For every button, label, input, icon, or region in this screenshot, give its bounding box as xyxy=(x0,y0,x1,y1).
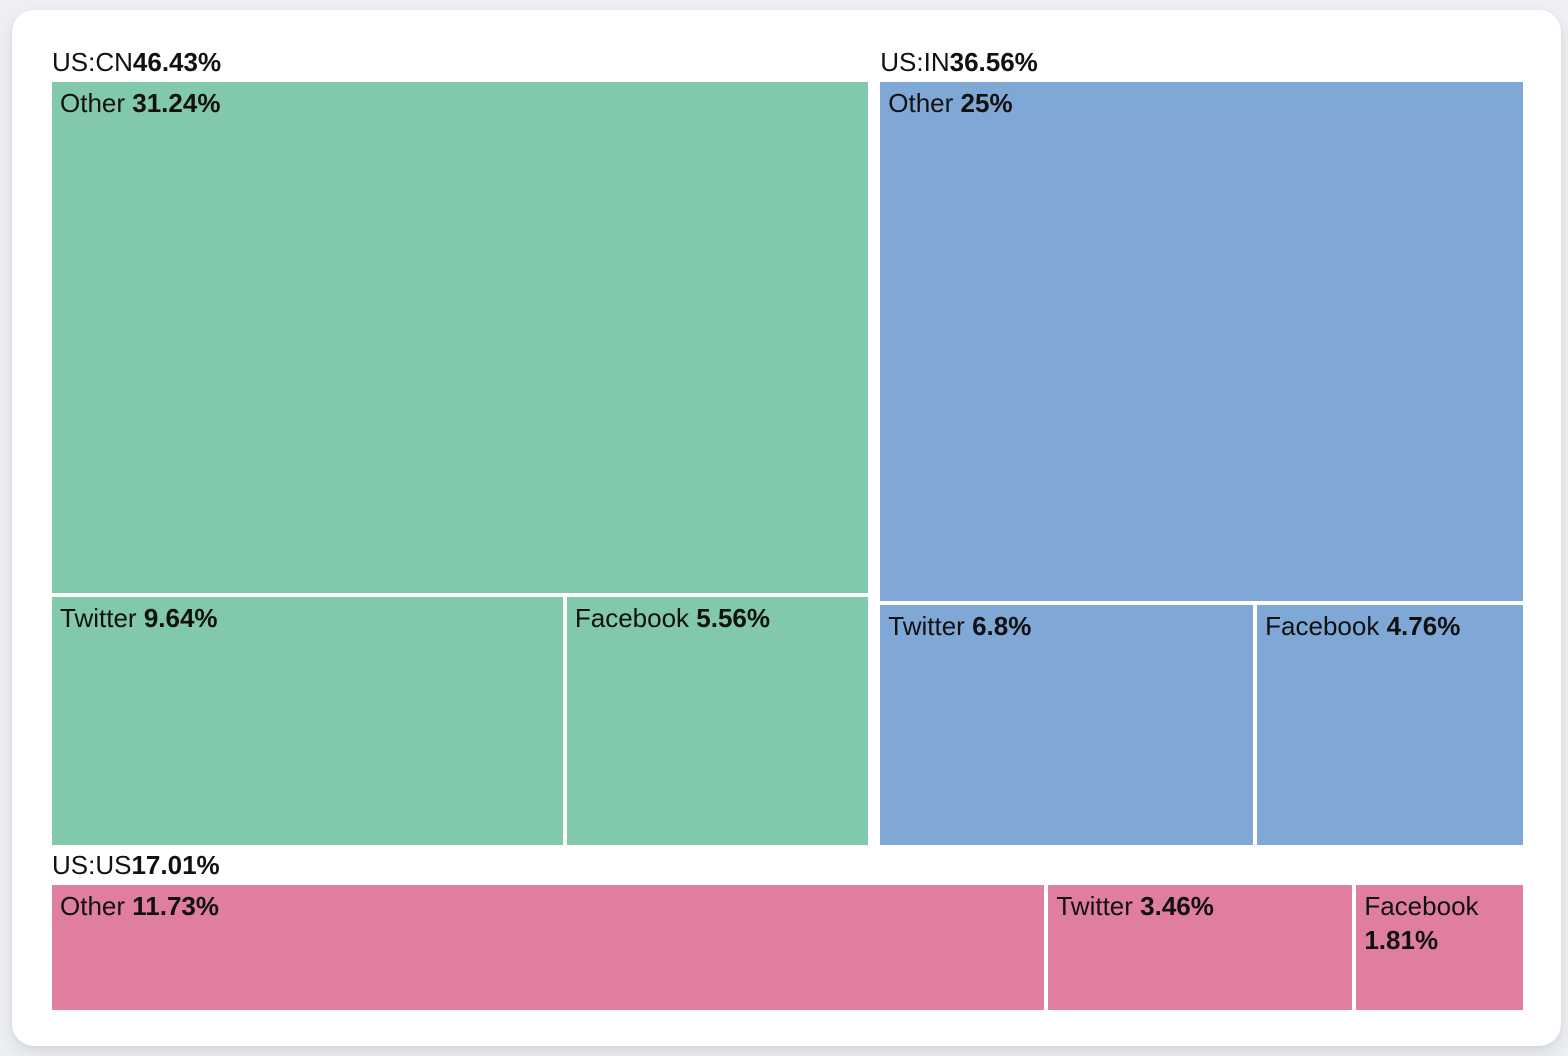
treemap-band: US:CN 46.43% Other 31.24% Twitter 9.64% Fac… xyxy=(52,42,1523,846)
treemap-group-us-us: US:US 17.01% Other 11.73% Twitter 3.46% Fac… xyxy=(52,845,1523,1010)
treemap-cell-us-cn-other[interactable]: Other 31.24% xyxy=(52,82,869,593)
value-text: 1.81% xyxy=(1364,925,1439,956)
label-text: Other xyxy=(888,88,954,118)
treemap-cell-us-us-facebook[interactable]: Facebook 1.81% xyxy=(1356,885,1523,1010)
label-text: US:US xyxy=(52,849,132,880)
value-text: 5.56% xyxy=(696,602,771,633)
treemap-cell-us-in-twitter[interactable]: Twitter 6.8% xyxy=(880,605,1254,846)
label-text: Facebook xyxy=(1364,891,1479,922)
cell-row: Other 31.24% xyxy=(52,82,869,593)
value-text: 9.64% xyxy=(143,602,218,633)
label-text: Other xyxy=(60,891,126,922)
treemap-band: US:US 17.01% Other 11.73% Twitter 3.46% Fac… xyxy=(52,845,1523,1010)
value-text: 3.46% xyxy=(1140,891,1214,922)
group-cells-us-cn: Other 31.24% Twitter 9.64% Facebook 5.56% xyxy=(52,82,869,846)
label-text: US:CN xyxy=(52,46,133,77)
group-cells-us-in: Other 25% Twitter 6.8% Facebook 4.76% xyxy=(880,82,1523,846)
group-cells-us-us: Other 11.73% Twitter 3.46% Facebook 1.81% xyxy=(52,885,1523,1010)
group-header-us-in: US:IN 36.56% xyxy=(880,42,1523,82)
treemap-cell-us-us-other[interactable]: Other 11.73% xyxy=(52,885,1045,1010)
label-text: Twitter xyxy=(888,611,965,642)
label-text: Twitter xyxy=(60,602,137,633)
cell-row: Other 25% xyxy=(880,82,1523,602)
value-text: 4.76% xyxy=(1386,611,1461,642)
treemap-cell-us-cn-facebook[interactable]: Facebook 5.56% xyxy=(566,596,869,846)
label-text: Other xyxy=(60,88,126,118)
treemap-chart: US:CN 46.43% Other 31.24% Twitter 9.64% Fac… xyxy=(52,42,1523,1010)
value-text: 36.56% xyxy=(949,46,1038,77)
label-text: US:IN xyxy=(880,46,950,77)
cell-row: Twitter 6.8% Facebook 4.76% xyxy=(880,605,1523,846)
label-text: Twitter xyxy=(1056,891,1133,922)
treemap-group-us-cn: US:CN 46.43% Other 31.24% Twitter 9.64% Fac… xyxy=(52,42,869,846)
treemap-cell-us-cn-twitter[interactable]: Twitter 9.64% xyxy=(52,596,563,846)
group-header-us-us: US:US 17.01% xyxy=(52,845,1523,885)
value-text: 17.01% xyxy=(131,849,220,880)
group-header-us-cn: US:CN 46.43% xyxy=(52,42,868,82)
value-text: 6.8% xyxy=(972,611,1032,642)
cell-row: Other 11.73% Twitter 3.46% Facebook 1.81% xyxy=(52,885,1523,1010)
label-text: Facebook xyxy=(574,602,690,633)
treemap-cell-us-in-other[interactable]: Other 25% xyxy=(880,82,1523,602)
value-text: 46.43% xyxy=(132,46,222,77)
treemap-cell-us-us-twitter[interactable]: Twitter 3.46% xyxy=(1048,885,1353,1010)
label-text: Facebook xyxy=(1265,611,1380,642)
chart-card: US:CN 46.43% Other 31.24% Twitter 9.64% Fac… xyxy=(12,10,1561,1046)
value-text: 31.24% xyxy=(132,88,221,118)
value-text: 11.73% xyxy=(132,891,220,922)
cell-row: Twitter 9.64% Facebook 5.56% xyxy=(52,596,869,846)
treemap-group-us-in: US:IN 36.56% Other 25% Twitter 6.8% Faceboo… xyxy=(880,42,1523,846)
treemap-cell-us-in-facebook[interactable]: Facebook 4.76% xyxy=(1257,605,1523,846)
value-text: 25% xyxy=(960,88,1013,118)
